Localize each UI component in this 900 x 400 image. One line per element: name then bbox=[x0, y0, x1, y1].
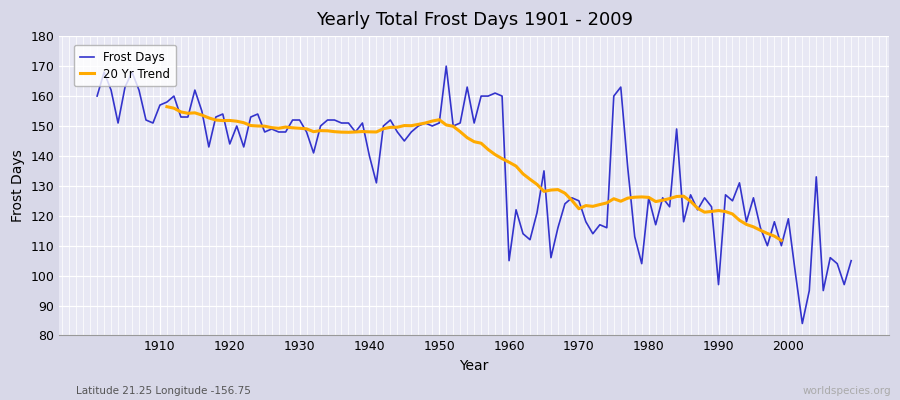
Frost Days bbox=[846, 258, 857, 263]
X-axis label: Year: Year bbox=[460, 359, 489, 373]
20 Yr Trend bbox=[399, 123, 410, 128]
Text: Latitude 21.25 Longitude -156.75: Latitude 21.25 Longitude -156.75 bbox=[76, 386, 251, 396]
Text: worldspecies.org: worldspecies.org bbox=[803, 386, 891, 396]
20 Yr Trend bbox=[476, 141, 487, 146]
Frost Days bbox=[441, 64, 452, 68]
Frost Days bbox=[504, 258, 515, 263]
20 Yr Trend bbox=[706, 209, 717, 214]
Frost Days bbox=[594, 222, 605, 227]
Frost Days bbox=[510, 207, 521, 212]
20 Yr Trend bbox=[287, 125, 298, 130]
Legend: Frost Days, 20 Yr Trend: Frost Days, 20 Yr Trend bbox=[74, 45, 176, 86]
Frost Days bbox=[343, 121, 354, 126]
Frost Days bbox=[796, 321, 807, 326]
Line: Frost Days: Frost Days bbox=[97, 66, 851, 324]
20 Yr Trend bbox=[776, 238, 787, 243]
Frost Days bbox=[148, 121, 158, 126]
Title: Yearly Total Frost Days 1901 - 2009: Yearly Total Frost Days 1901 - 2009 bbox=[316, 11, 633, 29]
Frost Days bbox=[92, 94, 103, 98]
20 Yr Trend bbox=[161, 104, 172, 109]
20 Yr Trend bbox=[224, 118, 235, 123]
Frost Days bbox=[302, 130, 312, 134]
Line: 20 Yr Trend: 20 Yr Trend bbox=[166, 107, 781, 240]
20 Yr Trend bbox=[238, 120, 249, 125]
Y-axis label: Frost Days: Frost Days bbox=[11, 150, 25, 222]
